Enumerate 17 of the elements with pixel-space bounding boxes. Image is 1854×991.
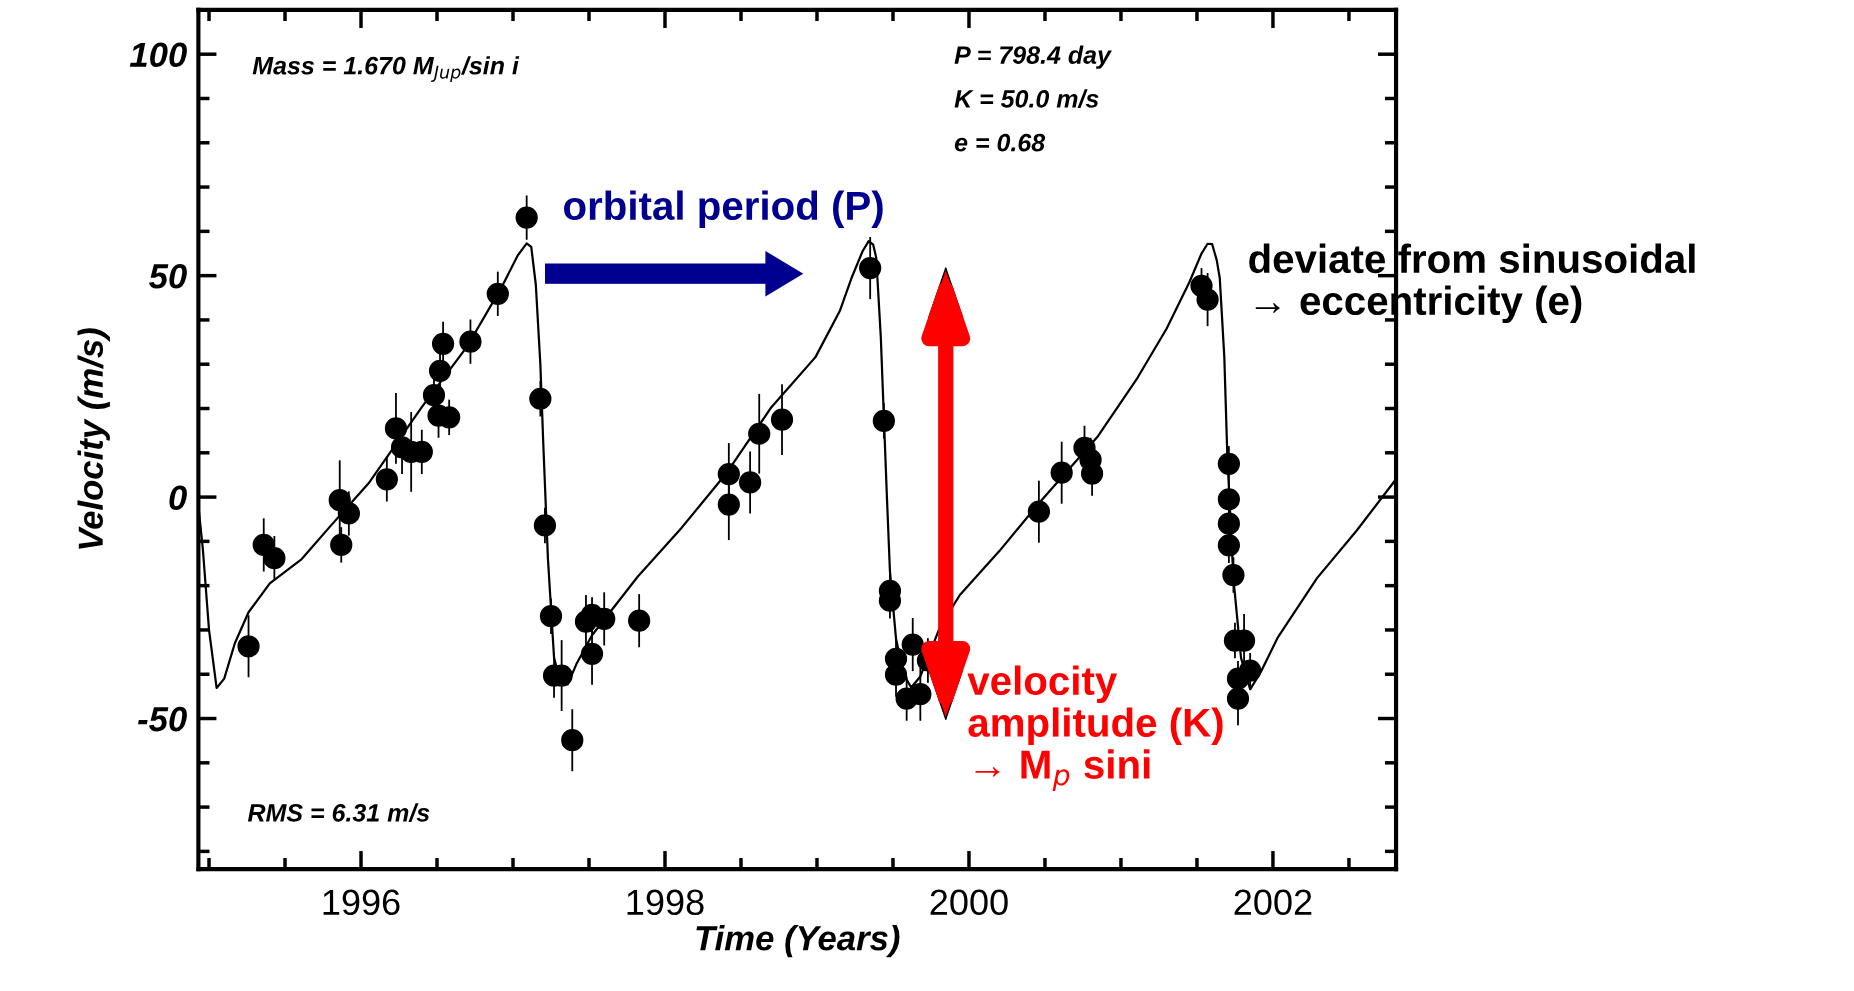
annotation: RMS = 6.31 m/s	[247, 803, 430, 822]
annotation: orbital period (P)	[564, 190, 883, 229]
y-tick-label: 50	[148, 263, 187, 289]
annotation: K = 50.0 m/s	[954, 89, 1099, 108]
annotation: velocity amplitude (K) → M$_{p}$ sini	[967, 665, 1223, 792]
y-tick-label: -50	[138, 706, 187, 732]
x-tick-label: 1998	[627, 889, 704, 916]
y-tick-label: 100	[129, 42, 187, 68]
x-tick-label: 2000	[930, 889, 1008, 916]
annotation: Mass = 1.670 M$_{Jup}$/sin i	[252, 56, 520, 83]
x-tick-label: 1996	[323, 889, 400, 916]
x-axis-title: Time (Years)	[696, 924, 900, 958]
x-tick-label: 2002	[1234, 889, 1312, 916]
annotation: P = 798.4 day	[954, 45, 1112, 69]
y-tick-label: 0	[169, 485, 187, 511]
y-axis-title: Velocity (m/s)	[77, 328, 110, 549]
annotation: e = 0.68	[954, 133, 1046, 152]
